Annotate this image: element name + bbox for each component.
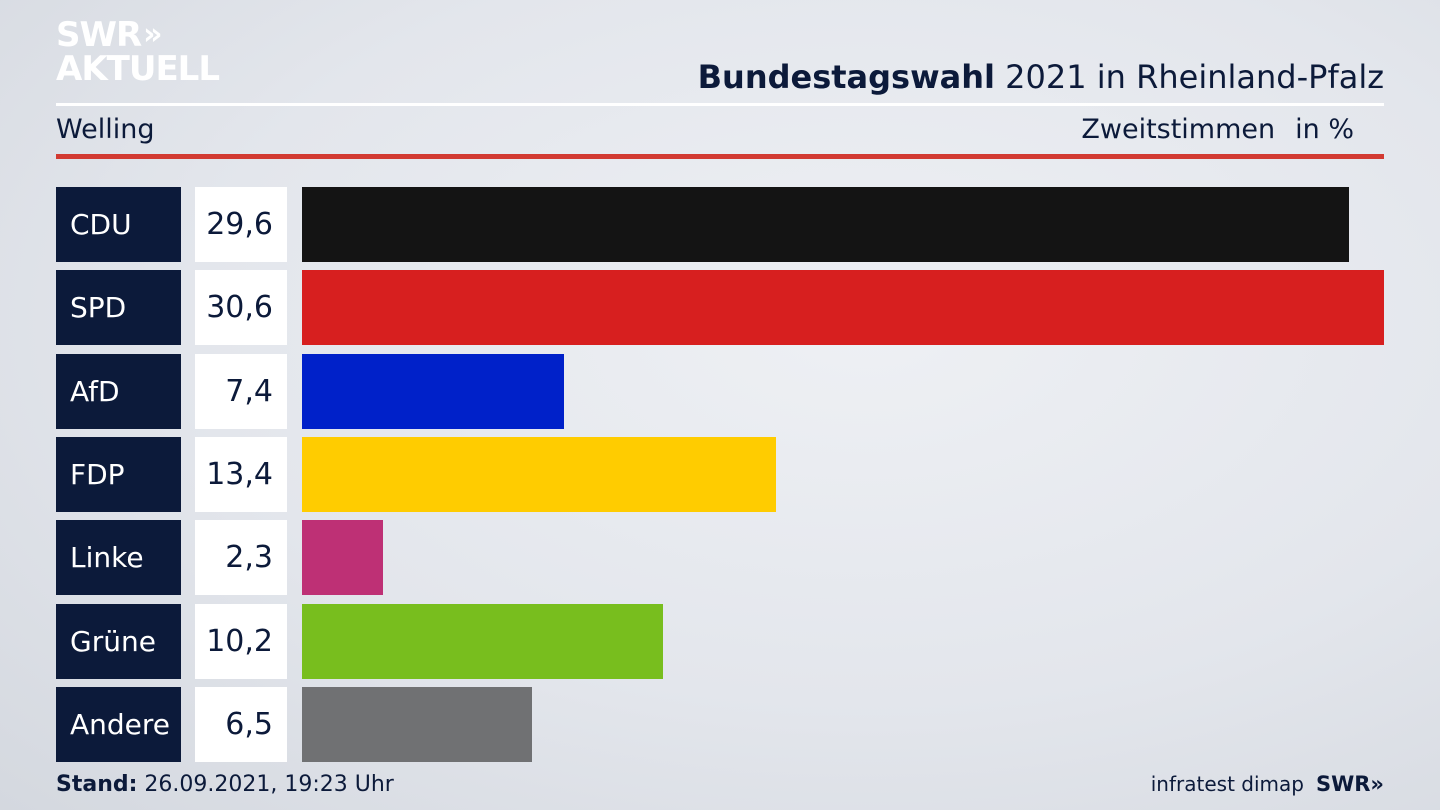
region-label: Welling (56, 114, 155, 145)
source-label: infratest dimap (1150, 772, 1304, 796)
stand-label: Stand: (56, 772, 138, 797)
bar (302, 270, 1384, 345)
brand-text: SWR (1315, 772, 1371, 796)
swr-aktuell-logo: SWR» AKTUELL (56, 15, 220, 89)
party-label: AfD (56, 354, 181, 429)
title-rest: 2021 in Rheinland-Pfalz (995, 58, 1384, 96)
value-label: 13,4 (195, 437, 287, 512)
party-label: Linke (56, 520, 181, 595)
bar (302, 354, 564, 429)
logo-aktuell-text: AKTUELL (56, 49, 220, 89)
bar (302, 437, 776, 512)
value-label: 6,5 (195, 687, 287, 762)
value-label: 2,3 (195, 520, 287, 595)
header-divider (56, 103, 1384, 106)
source-credit: infratest dimap SWR» (1151, 772, 1384, 796)
accent-divider (56, 154, 1384, 159)
value-label: 30,6 (195, 270, 287, 345)
chart-title: Bundestagswahl 2021 in Rheinland-Pfalz (698, 58, 1384, 96)
bar (302, 604, 663, 679)
timestamp: Stand: 26.09.2021, 19:23 Uhr (56, 772, 394, 797)
stand-value: 26.09.2021, 19:23 Uhr (137, 772, 394, 797)
party-label: Andere (56, 687, 181, 762)
bar (302, 187, 1349, 262)
subtitle-text: Zweitstimmen (1081, 114, 1276, 145)
subtitle: Zweitstimmen in % (1081, 114, 1354, 145)
value-label: 7,4 (195, 354, 287, 429)
party-label: Grüne (56, 604, 181, 679)
brand-chevron-icon: » (1370, 772, 1384, 796)
unit-label: in % (1295, 114, 1354, 145)
bar (302, 687, 532, 762)
swr-brand-logo: SWR» (1316, 772, 1384, 796)
value-label: 29,6 (195, 187, 287, 262)
party-label: SPD (56, 270, 181, 345)
party-label: CDU (56, 187, 181, 262)
bar (302, 520, 383, 595)
logo-chevron-icon: » (143, 17, 163, 52)
title-bold: Bundestagswahl (697, 58, 995, 96)
party-label: FDP (56, 437, 181, 512)
value-label: 10,2 (195, 604, 287, 679)
logo-swr-text: SWR (56, 15, 142, 55)
